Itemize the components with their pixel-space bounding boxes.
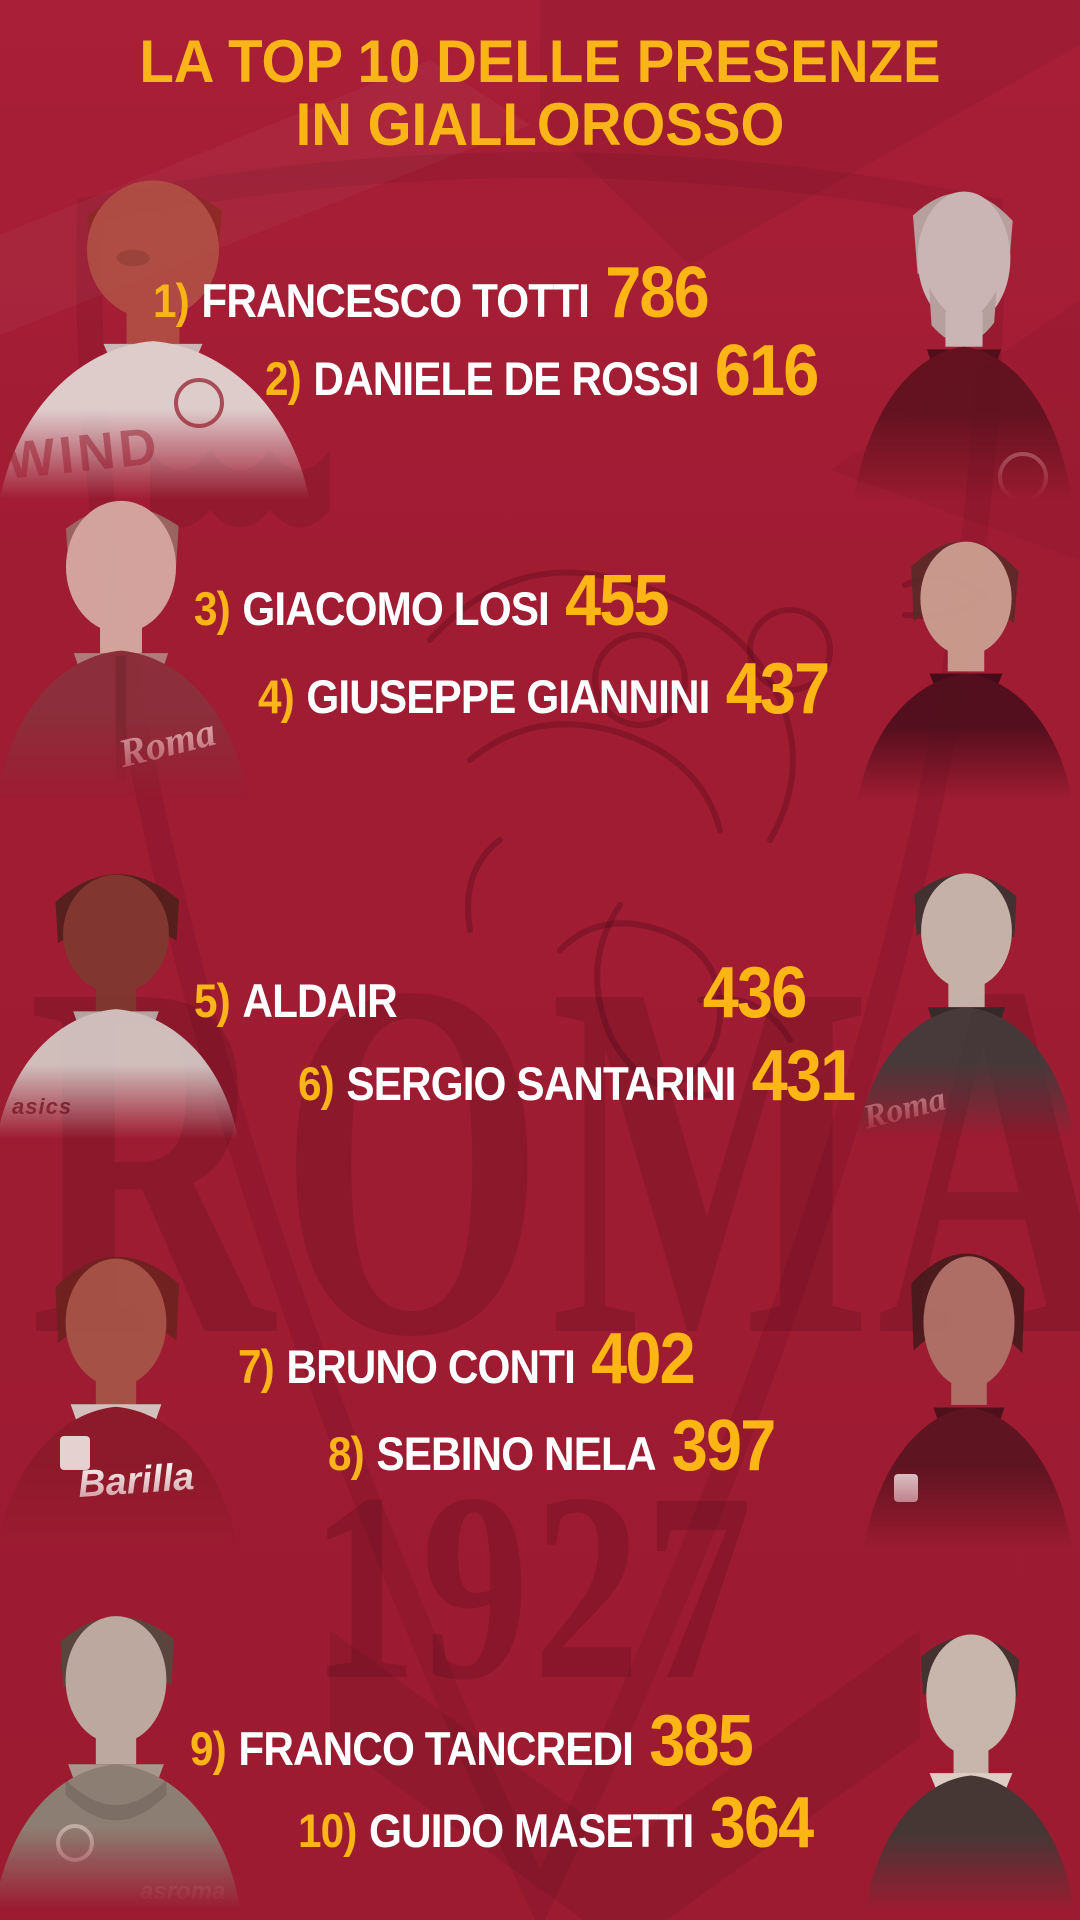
photo-sergio-santarini: Roma: [853, 848, 1080, 1148]
player-name: ALDAIR: [242, 974, 397, 1027]
rank-row-8: 8) SEBINO NELA 397: [328, 1405, 777, 1487]
appearances-value: 786: [605, 253, 710, 333]
watermark-founding-year: 1927: [310, 1437, 756, 1736]
rank-number: 5): [194, 974, 231, 1027]
appearances-value: 431: [751, 1036, 857, 1116]
rank-number: 6): [298, 1057, 335, 1110]
page-title-line2: IN GIALLOROSSO: [295, 91, 785, 158]
roma-crest-icon: [174, 378, 224, 428]
rank-row-10: 10) GUIDO MASETTI 364: [298, 1782, 815, 1864]
photo-francesco-totti: WIND: [0, 150, 318, 510]
appearances-value: 437: [725, 649, 831, 729]
rank-number: 1): [153, 274, 190, 327]
page-title: LA TOP 10 DELLE PRESENZE IN GIALLOROSSO: [32, 30, 1047, 156]
appearances-value: 436: [702, 953, 808, 1033]
rank-number: 8): [328, 1427, 365, 1480]
photo-guido-masetti: [862, 1612, 1080, 1920]
photo-aldair: asics: [0, 852, 242, 1148]
page-title-line1: LA TOP 10 DELLE PRESENZE: [139, 28, 941, 95]
player-name: SERGIO SANTARINI: [346, 1057, 736, 1110]
player-name: GIACOMO LOSI: [242, 582, 549, 635]
rank-number: 3): [194, 582, 231, 635]
rank-row-4: 4) GIUSEPPE GIANNINI 437: [258, 648, 831, 730]
rank-number: 10): [298, 1804, 357, 1857]
appearances-value: 397: [671, 1406, 777, 1486]
appearances-value: 402: [591, 1319, 696, 1399]
rank-row-2: 2) DANIELE DE ROSSI 616: [265, 330, 820, 412]
player-name: BRUNO CONTI: [286, 1340, 575, 1393]
rank-number: 2): [265, 352, 302, 405]
photo-giuseppe-giannini: [852, 512, 1080, 808]
photo-sebino-nela: [858, 1224, 1080, 1560]
shirt-logo-patch: [60, 1436, 90, 1470]
rank-row-6: 6) SERGIO SANTARINI 431: [298, 1035, 857, 1117]
player-name: GIUSEPPE GIANNINI: [306, 670, 710, 723]
player-name: GUIDO MASETTI: [369, 1804, 694, 1857]
roma-crest-icon: [56, 1824, 94, 1862]
player-name: SEBINO NELA: [376, 1427, 656, 1480]
rank-number: 7): [238, 1340, 275, 1393]
photo-daniele-de-rossi: [848, 162, 1080, 510]
player-name: FRANCO TANCREDI: [238, 1722, 634, 1775]
player-name: FRANCESCO TOTTI: [201, 274, 589, 327]
rank-number: 9): [190, 1722, 227, 1775]
rank-row-1: 1) FRANCESCO TOTTI 786: [153, 252, 710, 334]
rank-row-5: 5) ALDAIR 436: [194, 952, 808, 1034]
photo-bruno-conti: Barilla: [0, 1228, 242, 1560]
appearances-value: 385: [649, 1701, 754, 1781]
watermark-club-name: ROMA: [28, 876, 1080, 1442]
photo-giacomo-losi: Roma: [0, 478, 252, 808]
appearances-value: 616: [714, 331, 820, 411]
appearances-value: 455: [565, 561, 670, 641]
roma-crest-icon: [998, 452, 1048, 502]
appearances-value: 364: [709, 1783, 815, 1863]
rank-row-9: 9) FRANCO TANCREDI 385: [190, 1700, 754, 1782]
player-name: DANIELE DE ROSSI: [313, 352, 699, 405]
rank-number: 4): [258, 670, 295, 723]
rank-row-3: 3) GIACOMO LOSI 455: [194, 560, 670, 642]
rank-row-7: 7) BRUNO CONTI 402: [238, 1318, 696, 1400]
shirt-logo-patch: [894, 1474, 918, 1502]
